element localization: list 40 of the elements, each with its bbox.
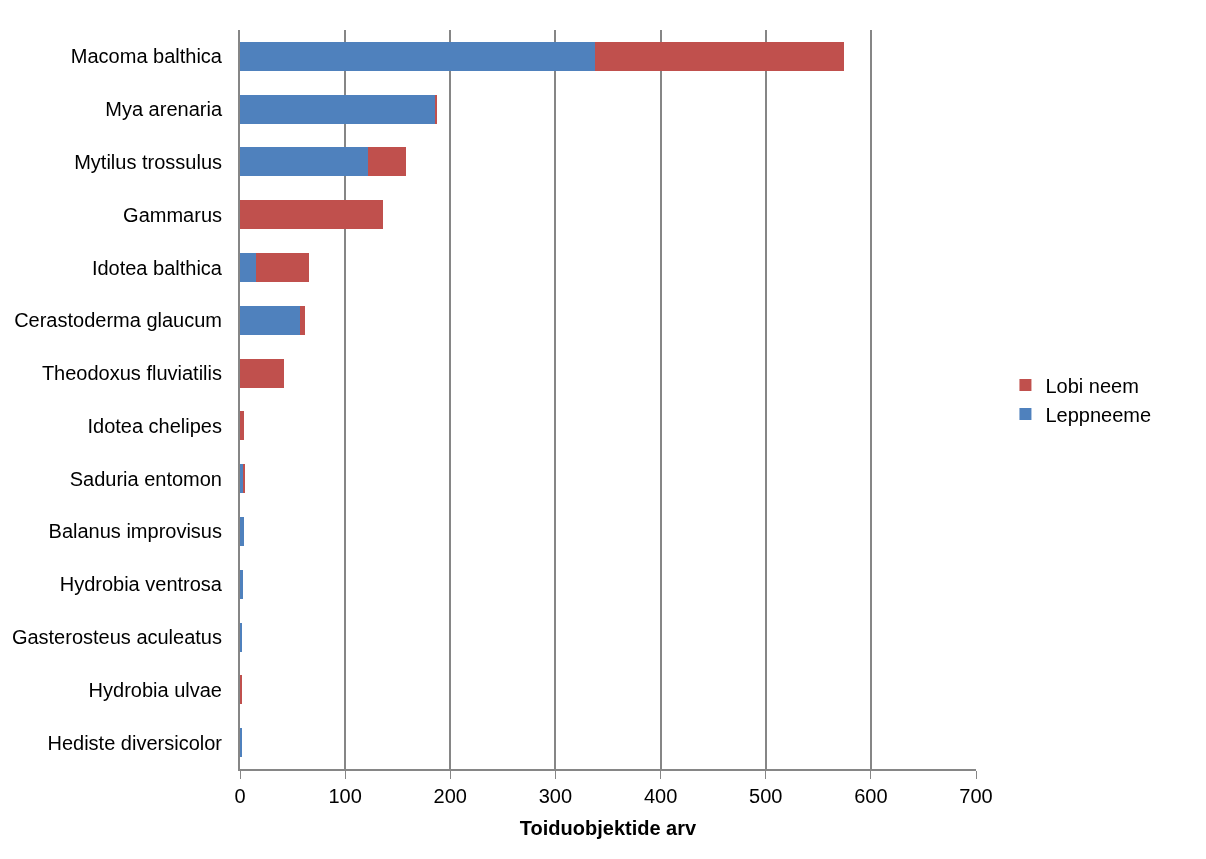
x-tick-label: 0 bbox=[234, 785, 246, 807]
y-tick-label: Hydrobia ulvae bbox=[88, 678, 222, 701]
x-tick-label: 400 bbox=[643, 785, 678, 807]
y-tick-label: Cerastoderma glaucum bbox=[14, 309, 222, 332]
bar bbox=[368, 147, 407, 177]
y-tick-label: Hydrobia ventrosa bbox=[59, 573, 223, 596]
bar bbox=[255, 253, 310, 283]
y-tick-label: Mya arenaria bbox=[105, 98, 223, 121]
y-tick-label: Idotea chelipes bbox=[87, 414, 222, 437]
y-tick-label: Macoma balthica bbox=[70, 45, 223, 68]
x-tick-label: 700 bbox=[959, 785, 993, 807]
bar bbox=[595, 41, 844, 71]
bar bbox=[240, 253, 256, 283]
x-tick-label: 500 bbox=[749, 785, 783, 807]
bar bbox=[240, 569, 244, 599]
legend-label: Lobi neem bbox=[1045, 374, 1139, 397]
y-tick-label: Theodoxus fluviatilis bbox=[41, 362, 222, 385]
y-tick-label: Idotea balthica bbox=[91, 256, 223, 279]
y-tick-label: Gammarus bbox=[123, 203, 222, 226]
bar bbox=[299, 305, 306, 335]
bar bbox=[240, 358, 285, 388]
bar bbox=[240, 622, 243, 652]
x-tick-label: 300 bbox=[538, 785, 573, 807]
y-tick-label: Gasterosteus aculeatus bbox=[11, 626, 222, 649]
legend-label: Leppneeme bbox=[1045, 403, 1152, 426]
bar bbox=[240, 411, 245, 441]
y-tick-label: Mytilus trossulus bbox=[74, 150, 222, 173]
bar bbox=[240, 94, 436, 124]
bar bbox=[240, 147, 369, 177]
y-tick-label: Balanus improvisus bbox=[48, 520, 222, 543]
x-tick-label: 100 bbox=[328, 785, 362, 807]
bar bbox=[240, 516, 245, 546]
x-axis-title: Toiduobjektide arv bbox=[519, 817, 698, 839]
x-tick-label: 200 bbox=[433, 785, 467, 807]
bar bbox=[240, 305, 300, 335]
y-tick-label: Saduria entomon bbox=[69, 467, 222, 490]
bar bbox=[240, 41, 596, 71]
bar bbox=[240, 200, 383, 230]
x-tick-label: 600 bbox=[854, 785, 888, 807]
y-tick-label: Hediste diversicolor bbox=[47, 731, 223, 754]
